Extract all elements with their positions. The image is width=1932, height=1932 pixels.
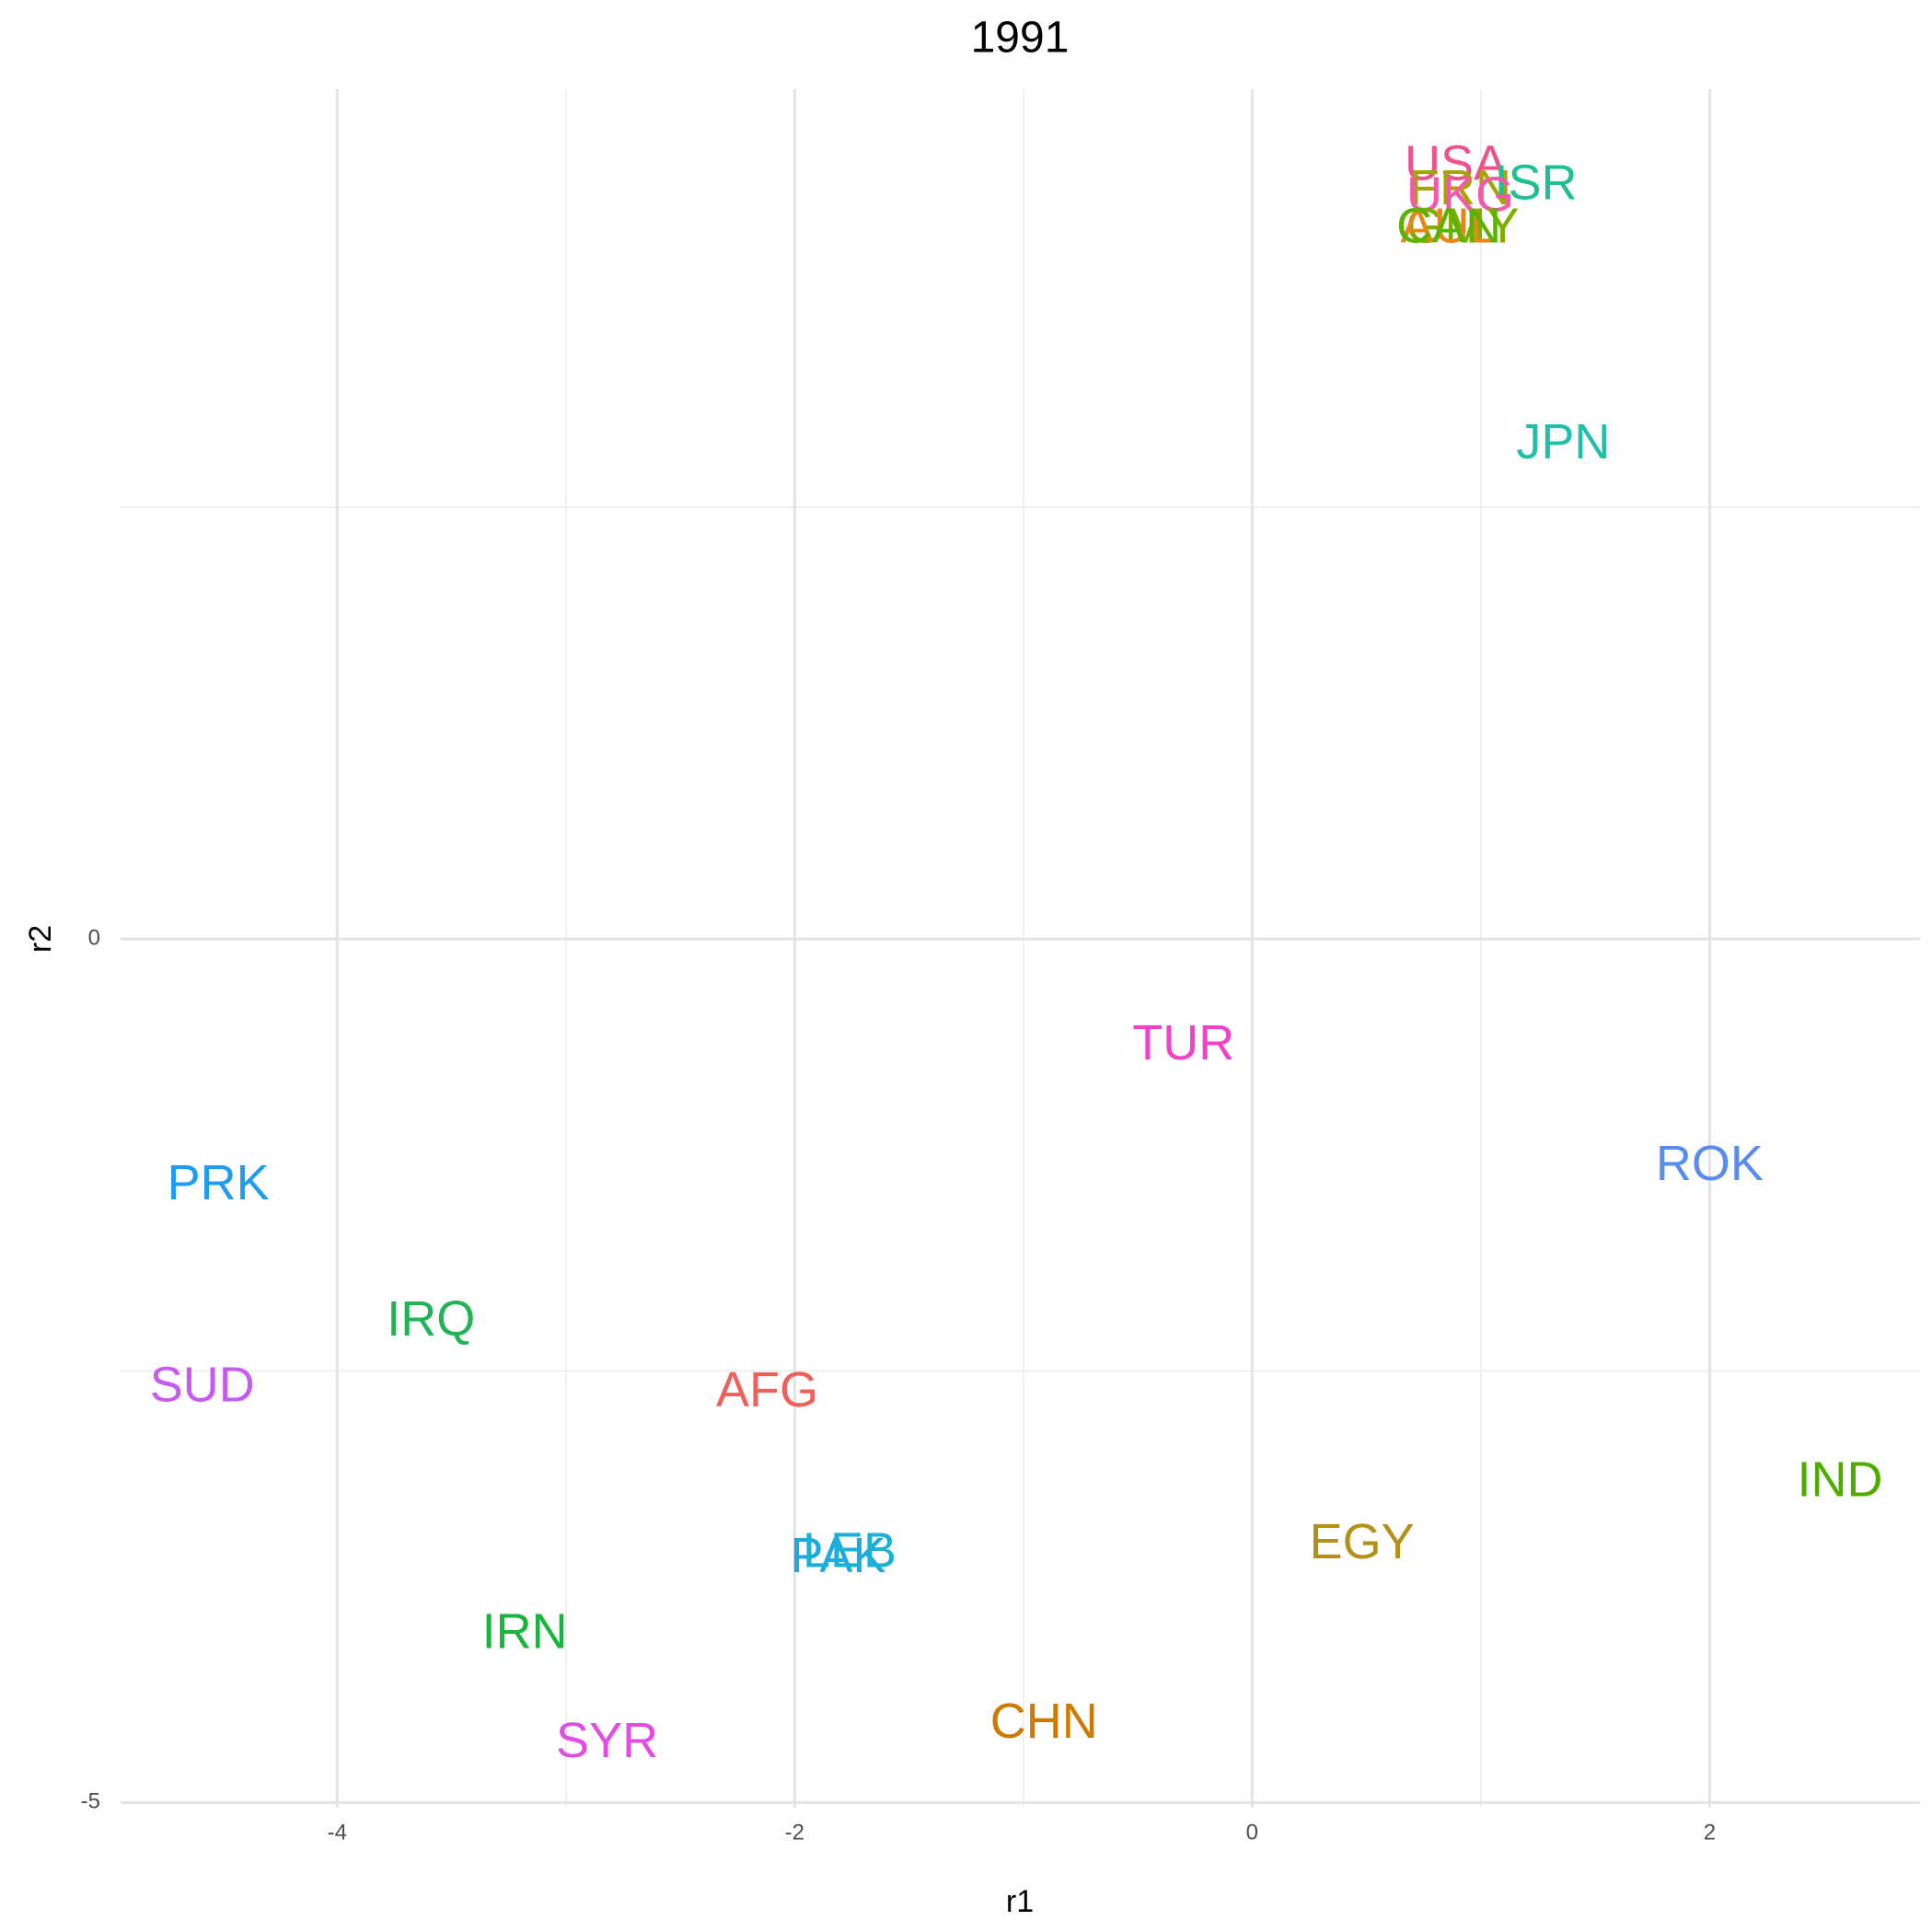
point-label: SUD xyxy=(150,1357,255,1412)
point-label: IRQ xyxy=(387,1291,475,1347)
point-label: ISR xyxy=(1494,155,1577,210)
point-label: LEB xyxy=(803,1522,897,1578)
point-label: USA xyxy=(1405,136,1507,191)
point-label: AFG xyxy=(716,1362,818,1417)
point-label: SYR xyxy=(556,1713,658,1768)
x-tick-label: 2 xyxy=(1704,1820,1716,1845)
y-tick-label: 0 xyxy=(88,926,100,951)
point-label: AUL xyxy=(1401,198,1498,253)
point-label: UKG xyxy=(1406,167,1514,222)
point-label: JPN xyxy=(1516,414,1610,469)
x-tick-label: -4 xyxy=(328,1820,347,1845)
point-label: EGY xyxy=(1310,1514,1415,1569)
y-axis-title: r2 xyxy=(23,925,58,953)
x-tick-label: 0 xyxy=(1246,1820,1258,1845)
point-label: CHN xyxy=(990,1694,1098,1749)
point-label: PRK xyxy=(168,1155,270,1210)
x-axis-title: r1 xyxy=(1006,1884,1034,1919)
y-tick-label: -5 xyxy=(81,1789,100,1814)
point-label: TUR xyxy=(1132,1015,1234,1070)
point-label: CAN xyxy=(1396,198,1501,253)
point-label: ROK xyxy=(1656,1136,1764,1191)
chart-title: 1991 xyxy=(971,14,1070,63)
point-label: IRN xyxy=(482,1604,568,1660)
point-label: GMY xyxy=(1406,198,1519,253)
point-label: PAK xyxy=(791,1528,886,1583)
point-label: IND xyxy=(1798,1452,1883,1508)
point-label: FRN xyxy=(1409,160,1511,215)
x-tick-label: -2 xyxy=(785,1820,804,1845)
